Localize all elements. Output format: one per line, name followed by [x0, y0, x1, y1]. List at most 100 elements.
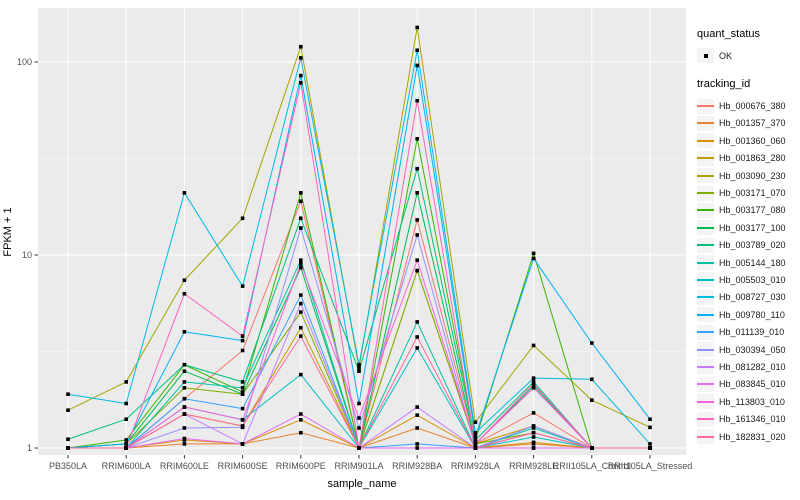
legend-entry-label: Hb_000676_380 — [719, 101, 786, 112]
legend-entry-Hb_003177_080: Hb_003177_080 — [697, 202, 797, 219]
legend-key-box — [697, 255, 714, 271]
legend-entry-label: Hb_001360_060 — [719, 135, 786, 146]
legend: quant_status OK tracking_id Hb_000676_38… — [697, 28, 797, 460]
data-point — [182, 405, 187, 409]
data-point — [415, 166, 419, 171]
legend-entry-label: Hb_008727_030 — [719, 292, 786, 303]
legend-entry-label: Hb_113803_010 — [719, 396, 785, 407]
x-tick-label: RRII105LA_Stressed — [607, 461, 693, 471]
legend-key-box — [697, 220, 714, 236]
legend-color-line-icon — [697, 261, 714, 264]
data-point — [590, 446, 594, 450]
legend-entry-label: Hb_081282_010 — [719, 361, 786, 372]
legend-entry-Hb_081282_010: Hb_081282_010 — [697, 358, 797, 375]
legend-color-line-icon — [697, 139, 714, 142]
legend-key-box — [697, 429, 714, 444]
data-point — [415, 268, 419, 273]
legend-key-box — [697, 237, 714, 253]
data-point — [531, 382, 536, 386]
legend-key-box — [697, 342, 714, 358]
legend-key-box — [697, 394, 714, 410]
legend-entry-Hb_113803_010: Hb_113803_010 — [697, 393, 797, 410]
data-point — [182, 442, 187, 446]
data-point — [357, 362, 361, 367]
data-point — [590, 341, 594, 345]
data-point — [357, 369, 361, 373]
legend-entry-label: OK — [719, 50, 733, 61]
data-point — [531, 411, 536, 415]
data-point — [415, 25, 419, 30]
data-point — [299, 325, 303, 330]
y-axis-title: FPKM + 1 — [2, 207, 14, 257]
data-point — [415, 446, 419, 450]
legend-entry-label: Hb_003171_070 — [719, 188, 786, 199]
data-point — [182, 369, 187, 373]
data-point — [240, 284, 245, 288]
data-point — [531, 256, 536, 261]
legend-key-box — [697, 202, 714, 218]
legend-entry-label: Hb_161346_010 — [719, 414, 786, 425]
data-point — [415, 413, 419, 417]
legend-tracking-id-title: tracking_id — [697, 78, 751, 91]
data-point — [531, 424, 536, 428]
data-point — [240, 392, 245, 397]
data-point — [66, 437, 70, 442]
legend-tracking-entries: Hb_000676_380 Hb_001357_370 Hb_001360_060 H… — [697, 97, 797, 445]
data-point — [182, 412, 187, 416]
legend-color-line-icon — [697, 365, 714, 368]
data-point — [299, 412, 303, 416]
legend-color-line-icon — [697, 278, 714, 281]
data-point — [66, 408, 70, 412]
data-point — [299, 262, 303, 266]
legend-color-line-icon — [697, 400, 714, 403]
legend-entry-label: Hb_083845_010 — [719, 379, 786, 390]
data-point — [473, 438, 478, 442]
data-point — [182, 386, 187, 390]
data-point — [357, 416, 361, 420]
legend-color-line-icon — [697, 157, 714, 160]
legend-key-box — [697, 98, 714, 114]
data-point — [182, 396, 187, 401]
y-tick-label: 10 — [21, 249, 32, 260]
x-tick-label: RRIM928LE — [509, 461, 559, 471]
data-point — [182, 291, 187, 296]
point-marker-icon — [703, 53, 708, 58]
data-point — [415, 258, 419, 262]
legend-color-line-icon — [697, 331, 714, 334]
data-point — [415, 405, 419, 409]
legend-color-line-icon — [697, 296, 714, 299]
data-point — [240, 442, 245, 446]
legend-entry-ok: OK — [697, 47, 797, 64]
legend-key-box — [697, 150, 714, 166]
legend-entry-label: Hb_005144_180 — [719, 257, 786, 268]
legend-quant-status-block: quant_status OK — [697, 28, 797, 64]
legend-key-box — [697, 307, 714, 323]
legend-entry-label: Hb_003090_230 — [719, 170, 786, 181]
data-point — [240, 417, 245, 422]
legend-color-line-icon — [697, 418, 714, 421]
data-point — [415, 48, 419, 53]
data-point — [531, 343, 536, 348]
data-point — [473, 430, 478, 435]
data-point — [415, 442, 419, 446]
legend-entry-Hb_161346_010: Hb_161346_010 — [697, 410, 797, 427]
data-point — [299, 226, 303, 230]
x-axis-title: sample_name — [327, 478, 397, 490]
data-point — [299, 293, 303, 297]
legend-color-line-icon — [697, 122, 714, 125]
data-point — [531, 426, 536, 430]
data-point — [299, 265, 303, 270]
legend-key-box — [697, 324, 714, 340]
data-point — [240, 334, 245, 338]
legend-entry-label: Hb_001863_280 — [719, 153, 786, 164]
data-point — [299, 258, 303, 262]
data-point — [531, 376, 536, 380]
legend-color-line-icon — [697, 192, 714, 195]
x-tick-label: RRIM600SE — [217, 461, 268, 471]
data-point — [299, 44, 303, 49]
data-point — [473, 420, 478, 425]
legend-entry-label: Hb_009780_110 — [719, 309, 785, 320]
legend-key-box — [697, 411, 714, 427]
data-point — [66, 446, 70, 450]
data-point — [240, 424, 245, 428]
